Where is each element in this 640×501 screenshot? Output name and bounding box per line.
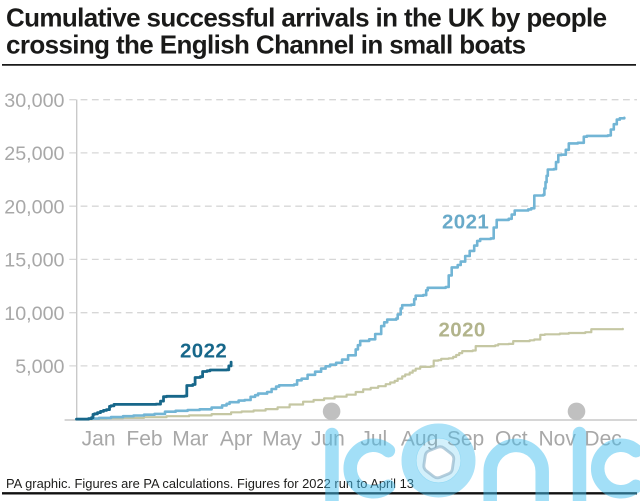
svg-text:Nov: Nov	[539, 427, 577, 450]
svg-text:Sep: Sep	[447, 427, 484, 450]
svg-text:Cumulative successful arrivals: Cumulative successful arrivals in the UK…	[6, 3, 607, 33]
svg-text:2021: 2021	[442, 211, 489, 234]
svg-text:Jan: Jan	[82, 427, 116, 450]
svg-text:crossing the English Channel i: crossing the English Channel in small bo…	[6, 30, 526, 60]
svg-text:May: May	[262, 427, 302, 450]
svg-text:Aug: Aug	[401, 427, 438, 450]
svg-text:2020: 2020	[439, 319, 486, 342]
svg-text:Mar: Mar	[172, 427, 208, 450]
svg-text:5,000: 5,000	[15, 356, 64, 378]
svg-text:2022: 2022	[180, 340, 227, 363]
svg-text:PA graphic. Figures are PA cal: PA graphic. Figures are PA calculations.…	[6, 476, 414, 491]
svg-text:25,000: 25,000	[4, 143, 64, 165]
svg-text:30,000: 30,000	[4, 90, 64, 112]
svg-text:15,000: 15,000	[4, 250, 64, 272]
svg-text:Feb: Feb	[126, 427, 162, 450]
svg-text:10,000: 10,000	[4, 303, 64, 325]
svg-text:20,000: 20,000	[4, 196, 64, 218]
svg-text:Apr: Apr	[220, 427, 253, 450]
